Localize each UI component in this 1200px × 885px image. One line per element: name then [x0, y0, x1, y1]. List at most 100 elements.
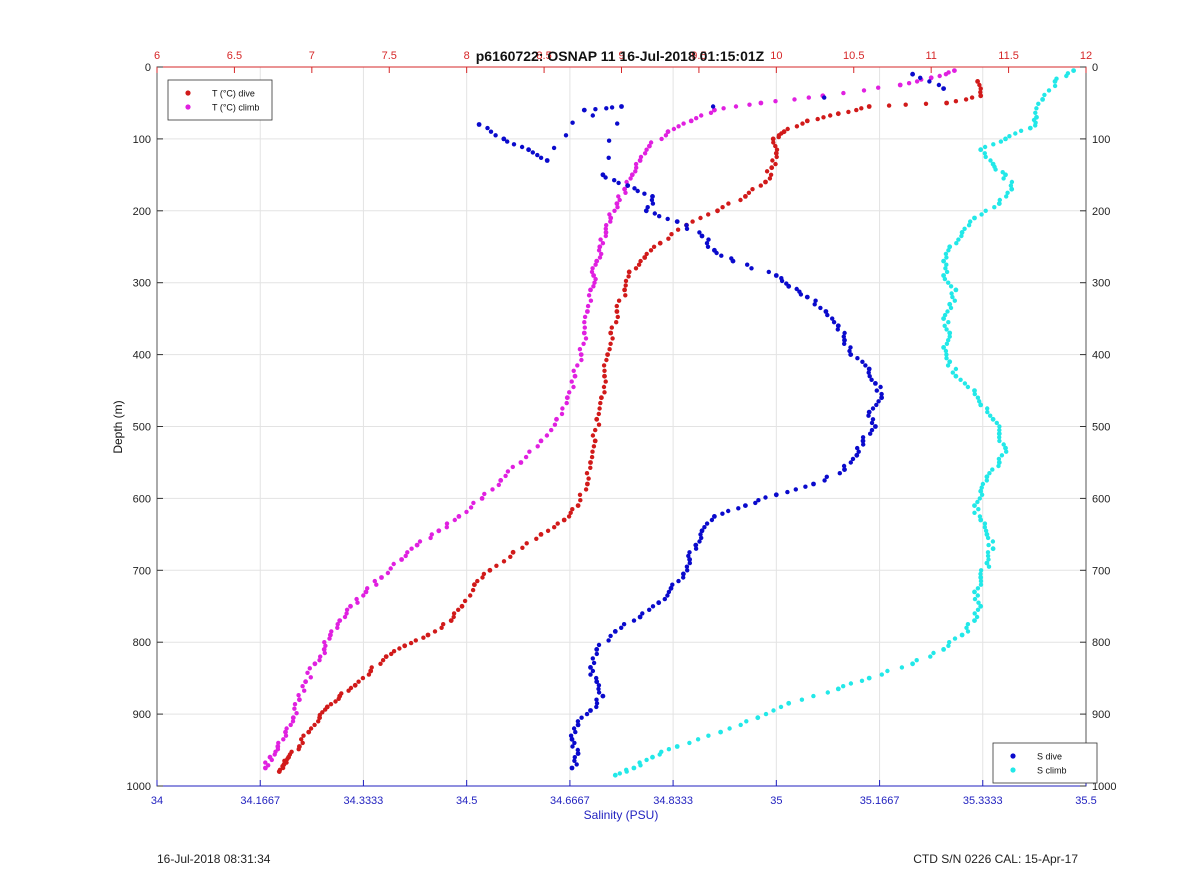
x-tick-label-bottom: 34	[151, 795, 163, 807]
data-point	[866, 409, 872, 415]
data-point	[276, 769, 282, 774]
data-point	[607, 212, 612, 217]
x-tick-label-bottom: 34.5	[456, 795, 477, 807]
data-point	[614, 320, 619, 325]
data-point	[591, 660, 597, 666]
data-point	[588, 460, 593, 465]
data-point	[687, 740, 692, 746]
data-point	[663, 133, 669, 138]
data-point	[303, 679, 308, 685]
data-point	[1001, 442, 1006, 447]
data-point	[598, 237, 603, 242]
data-point	[946, 643, 951, 648]
data-point	[604, 106, 609, 111]
data-point	[380, 658, 386, 663]
data-point	[978, 575, 984, 580]
data-point	[574, 762, 579, 767]
data-point	[594, 704, 599, 710]
data-point	[771, 140, 776, 145]
data-point	[959, 632, 965, 638]
data-point	[603, 379, 608, 384]
data-point	[822, 95, 827, 100]
data-point	[597, 406, 602, 411]
data-point	[600, 693, 606, 699]
data-point	[848, 681, 854, 686]
x-tick-label-bottom: 35.1667	[860, 795, 900, 807]
data-point	[978, 488, 984, 494]
data-point	[944, 100, 949, 106]
data-point	[594, 258, 600, 264]
data-point	[665, 129, 671, 135]
data-point	[594, 701, 600, 706]
data-point	[850, 456, 856, 462]
data-point	[657, 214, 662, 219]
data-point	[886, 103, 892, 108]
data-point	[749, 266, 754, 271]
data-point	[452, 517, 457, 523]
data-point	[866, 366, 872, 372]
data-point	[363, 589, 369, 595]
data-point	[662, 596, 667, 602]
data-point	[978, 571, 983, 577]
y-tick-label-left: 400	[133, 350, 151, 362]
data-point	[1071, 68, 1076, 73]
data-point	[687, 560, 692, 566]
data-point	[605, 352, 610, 357]
x-tick-label-top: 12	[1080, 50, 1092, 62]
data-point	[899, 665, 905, 670]
data-point	[318, 654, 323, 659]
series-t-c-dive	[276, 79, 984, 774]
data-point	[659, 136, 664, 142]
y-axis-label: Depth (m)	[111, 400, 125, 453]
data-point	[608, 341, 613, 346]
data-point	[806, 95, 811, 100]
data-point	[417, 539, 423, 544]
data-point	[397, 646, 402, 651]
data-point	[1052, 83, 1058, 89]
data-point	[1042, 92, 1047, 98]
data-point	[391, 649, 397, 654]
data-point	[638, 258, 643, 264]
data-point	[706, 237, 711, 242]
data-point	[593, 262, 598, 267]
data-point	[501, 136, 507, 142]
data-point	[647, 607, 652, 612]
data-point	[946, 338, 951, 343]
data-point	[608, 219, 613, 224]
data-point	[337, 618, 343, 623]
data-point	[815, 116, 820, 122]
data-point	[758, 100, 764, 106]
data-point	[670, 582, 675, 587]
y-tick-label-right: 900	[1092, 709, 1110, 721]
data-point	[923, 101, 929, 107]
data-point	[503, 473, 508, 479]
data-point	[328, 632, 333, 638]
data-point	[648, 140, 654, 145]
data-point	[990, 539, 996, 544]
data-point	[704, 241, 710, 246]
data-point	[906, 81, 912, 86]
data-point	[272, 752, 277, 757]
data-point	[493, 133, 498, 138]
data-point	[821, 115, 826, 120]
y-tick-label-right: 400	[1092, 350, 1110, 362]
data-point	[299, 737, 304, 742]
data-point	[824, 474, 829, 479]
data-point	[953, 366, 959, 372]
x-tick-label-bottom: 34.1667	[240, 795, 280, 807]
data-point	[425, 632, 431, 638]
data-point	[688, 118, 694, 124]
data-point	[328, 702, 334, 707]
data-point	[874, 388, 879, 393]
data-point	[753, 500, 758, 506]
legend-marker	[1010, 767, 1016, 773]
data-point	[616, 194, 621, 199]
data-point	[544, 158, 550, 163]
data-point	[771, 708, 776, 713]
data-point	[616, 180, 621, 186]
x-tick-label-top: 11	[925, 50, 936, 62]
data-point	[436, 528, 442, 534]
data-point	[402, 643, 408, 649]
data-point	[984, 560, 990, 566]
data-point	[294, 711, 299, 716]
